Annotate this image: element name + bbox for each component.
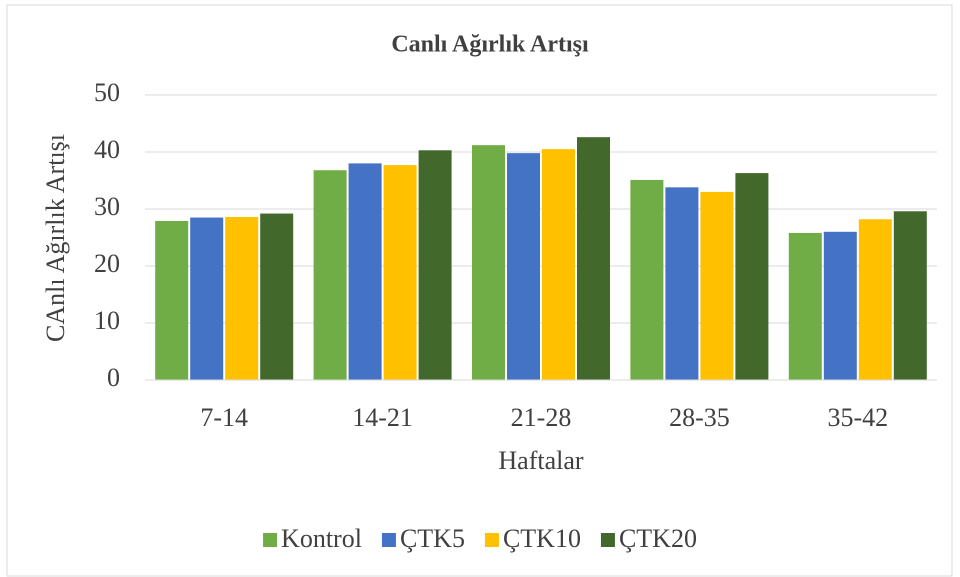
y-tick-label: 20 (94, 249, 120, 278)
legend-label: ÇTK5 (400, 524, 465, 553)
bar (190, 217, 224, 380)
x-tick-label: 14-21 (352, 403, 413, 432)
y-tick-label: 40 (94, 135, 120, 164)
bar (313, 170, 347, 380)
bar (155, 220, 189, 380)
legend-label: ÇTK20 (619, 524, 697, 553)
x-tick-label: 7-14 (200, 403, 248, 432)
y-tick-label: 30 (94, 192, 120, 221)
bar (507, 153, 540, 380)
bar (630, 179, 664, 380)
legend-swatch (263, 533, 278, 547)
legend-label: ÇTK10 (503, 524, 581, 553)
x-tick-label: 35-42 (827, 403, 888, 432)
y-tick-label: 10 (94, 306, 120, 335)
y-axis-title: CAnlı Ağırlık Artışı (41, 134, 70, 342)
bar (418, 150, 452, 380)
y-tick-label: 0 (107, 363, 120, 392)
bar (893, 211, 927, 380)
bar (577, 137, 610, 380)
legend-swatch (600, 533, 615, 547)
bar (735, 173, 769, 380)
bar (260, 213, 294, 380)
bar (225, 216, 259, 380)
y-tick-label: 50 (94, 78, 120, 107)
bar (788, 232, 822, 380)
bar (823, 231, 857, 380)
bar (700, 191, 734, 380)
x-axis-title: Haftalar (498, 446, 584, 475)
legend-swatch (381, 533, 396, 547)
legend-swatch (484, 533, 499, 547)
bar (858, 219, 892, 380)
chart-title: Canlı Ağırlık Artışı (391, 32, 589, 58)
bar (348, 163, 382, 380)
bar (383, 165, 417, 380)
x-tick-label: 21-28 (511, 403, 572, 432)
bar (665, 187, 699, 380)
bar (472, 145, 505, 380)
legend-label: Kontrol (281, 524, 362, 553)
x-tick-label: 28-35 (669, 403, 730, 432)
bar (542, 149, 575, 380)
